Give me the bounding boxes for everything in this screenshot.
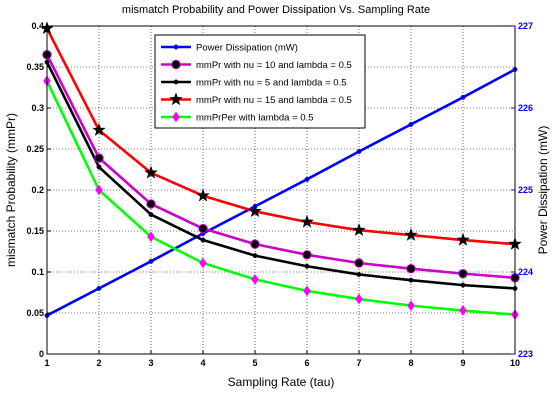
data-point bbox=[96, 164, 102, 170]
data-point bbox=[302, 250, 312, 260]
y-tick-label: 0.05 bbox=[26, 308, 44, 318]
data-point bbox=[404, 227, 418, 241]
data-point bbox=[460, 282, 466, 288]
data-point bbox=[199, 257, 207, 269]
data-point bbox=[352, 222, 366, 237]
series-0 bbox=[44, 67, 518, 318]
x-tick-label: 2 bbox=[96, 358, 101, 368]
data-point bbox=[304, 176, 310, 182]
data-point bbox=[147, 231, 155, 243]
data-point bbox=[408, 121, 414, 127]
data-point bbox=[94, 153, 104, 163]
y2-tick-label: 225 bbox=[518, 185, 533, 195]
y2-axis-label: Power Dissipation (mW) bbox=[536, 126, 550, 255]
series-1 bbox=[42, 50, 520, 283]
data-point bbox=[300, 214, 314, 228]
data-point bbox=[356, 272, 362, 277]
data-point bbox=[304, 263, 310, 269]
x-tick-label: 4 bbox=[200, 358, 205, 368]
legend-label: Power Dissipation (mW) bbox=[196, 43, 298, 54]
data-point bbox=[248, 204, 262, 218]
series-2 bbox=[44, 59, 518, 291]
data-point bbox=[144, 165, 158, 179]
data-point bbox=[148, 258, 154, 264]
y-tick-label: 0.1 bbox=[31, 267, 44, 277]
data-point bbox=[407, 300, 415, 312]
series-line bbox=[45, 61, 516, 290]
data-point bbox=[408, 277, 414, 283]
data-point bbox=[460, 94, 466, 100]
y2-tick-label: 223 bbox=[518, 349, 533, 359]
series-4 bbox=[43, 75, 519, 321]
legend-label: mmPr with nu = 10 and lambda = 0.5 bbox=[196, 60, 352, 71]
data-point bbox=[458, 268, 468, 279]
chart-title: mismatch Probability and Power Dissipati… bbox=[122, 4, 430, 16]
y-tick-label: 0.2 bbox=[31, 185, 44, 195]
data-point bbox=[355, 293, 363, 305]
data-point bbox=[171, 59, 181, 70]
x-tick-label: 6 bbox=[304, 358, 309, 368]
data-point bbox=[456, 232, 470, 246]
x-axis-label: Sampling Rate (tau) bbox=[228, 375, 335, 389]
x-tick-label: 10 bbox=[510, 358, 520, 368]
data-point bbox=[356, 149, 362, 154]
tick-layer: 1 2 3 4 5 6 7 8 9 10 0 0.05 0.1 0.15 0.2 0.25 0.3 0.35 0.4… bbox=[26, 21, 533, 368]
legend-item: mmPr with nu = 5 and lambda = 0.5 bbox=[161, 78, 347, 89]
data-point bbox=[92, 122, 106, 137]
data-point bbox=[169, 92, 183, 106]
data-point bbox=[198, 223, 208, 234]
y2-tick-label: 224 bbox=[518, 267, 533, 277]
y2-tick-label: 227 bbox=[518, 21, 533, 31]
series-line bbox=[45, 54, 516, 280]
data-point bbox=[172, 111, 180, 123]
data-point bbox=[146, 199, 156, 209]
data-point bbox=[173, 79, 179, 85]
data-point bbox=[252, 253, 258, 259]
data-point bbox=[196, 188, 210, 202]
x-tick-label: 1 bbox=[44, 358, 49, 368]
data-point bbox=[354, 258, 364, 268]
data-point bbox=[96, 285, 102, 291]
data-point bbox=[173, 44, 179, 50]
x-tick-label: 5 bbox=[252, 358, 257, 368]
legend-item: Power Dissipation (mW) bbox=[161, 43, 298, 54]
data-point bbox=[459, 305, 467, 316]
data-point bbox=[250, 239, 260, 249]
y-tick-label: 0.15 bbox=[26, 226, 44, 236]
legend-item: mmPrPer with lambda = 0.5 bbox=[161, 111, 313, 124]
y-tick-label: 0.25 bbox=[26, 144, 44, 154]
x-tick-label: 8 bbox=[408, 358, 413, 368]
legend-item: mmPr with nu = 10 and lambda = 0.5 bbox=[161, 59, 352, 71]
data-point bbox=[200, 237, 206, 243]
data-point bbox=[148, 212, 154, 218]
x-tick-label: 7 bbox=[356, 358, 361, 368]
data-point bbox=[95, 184, 103, 196]
y-tick-label: 0.35 bbox=[26, 62, 44, 72]
x-tick-label: 3 bbox=[148, 358, 153, 368]
series-line bbox=[45, 80, 516, 316]
series-line bbox=[45, 27, 516, 246]
legend-item: mmPr with nu = 15 and lambda = 0.5 bbox=[161, 92, 352, 106]
y-tick-label: 0.4 bbox=[31, 21, 44, 31]
data-point bbox=[251, 273, 259, 285]
y2-tick-label: 226 bbox=[518, 103, 533, 113]
series-line bbox=[46, 68, 516, 317]
y-axis-label: mismatch Probability (mmPr) bbox=[4, 113, 18, 267]
legend-label: mmPr with nu = 15 and lambda = 0.5 bbox=[196, 95, 352, 106]
y-tick-label: 0.3 bbox=[31, 103, 44, 113]
data-point bbox=[406, 264, 416, 274]
data-point bbox=[303, 285, 311, 297]
legend-label: mmPr with nu = 5 and lambda = 0.5 bbox=[196, 78, 347, 89]
legend-label: mmPrPer with lambda = 0.5 bbox=[196, 113, 313, 124]
y-tick-label: 0 bbox=[39, 349, 44, 359]
legend: Power Dissipation (mW) mmPr with nu = 10 … bbox=[154, 34, 366, 129]
x-tick-label: 9 bbox=[460, 358, 465, 368]
